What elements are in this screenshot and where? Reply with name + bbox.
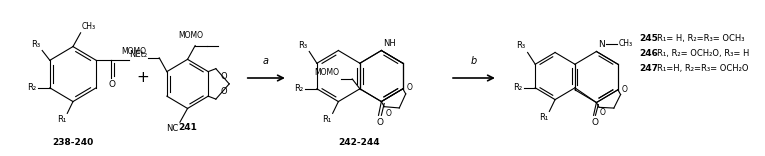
Text: O: O [621, 85, 627, 94]
Text: MOMO: MOMO [314, 68, 339, 77]
Text: 238-240: 238-240 [52, 138, 93, 147]
Text: CH₃: CH₃ [82, 22, 96, 31]
Text: O: O [592, 118, 599, 127]
Text: 245: 245 [639, 34, 658, 43]
Text: +: + [136, 71, 149, 85]
Text: CH₃: CH₃ [618, 39, 633, 48]
Text: MOMO: MOMO [178, 31, 203, 40]
Text: 241: 241 [178, 123, 197, 132]
Text: R₁= H, R₂=R₃= OCH₃: R₁= H, R₂=R₃= OCH₃ [657, 34, 744, 43]
Text: O: O [377, 118, 384, 127]
Text: R₂: R₂ [28, 83, 37, 92]
Text: R₃: R₃ [298, 41, 308, 49]
Text: R₁: R₁ [322, 115, 332, 124]
Text: 247: 247 [639, 64, 658, 73]
Text: 246: 246 [639, 49, 658, 58]
Text: NC: NC [166, 124, 178, 133]
Text: b: b [470, 56, 477, 66]
Text: O: O [600, 108, 606, 117]
Text: MOMO: MOMO [121, 47, 146, 56]
Text: 242-244: 242-244 [339, 138, 380, 147]
Text: O: O [220, 72, 227, 81]
Text: N: N [598, 39, 605, 49]
Text: R₁=H, R₂=R₃= OCH₂O: R₁=H, R₂=R₃= OCH₂O [657, 64, 749, 73]
Text: O: O [109, 80, 116, 89]
Text: R₁: R₁ [57, 115, 67, 124]
Text: O: O [407, 83, 412, 92]
Text: a: a [263, 56, 269, 66]
Text: O: O [386, 109, 391, 118]
Text: NEt₂: NEt₂ [129, 50, 148, 59]
Text: O: O [220, 87, 227, 96]
Text: R₂: R₂ [513, 83, 522, 92]
Text: R₁, R₂= OCH₂O, R₃= H: R₁, R₂= OCH₂O, R₃= H [657, 49, 750, 58]
Text: R₂: R₂ [295, 84, 304, 93]
Text: R₃: R₃ [31, 39, 41, 49]
Text: R₃: R₃ [516, 41, 526, 51]
Text: NH: NH [383, 39, 396, 48]
Text: R₁: R₁ [539, 113, 549, 122]
